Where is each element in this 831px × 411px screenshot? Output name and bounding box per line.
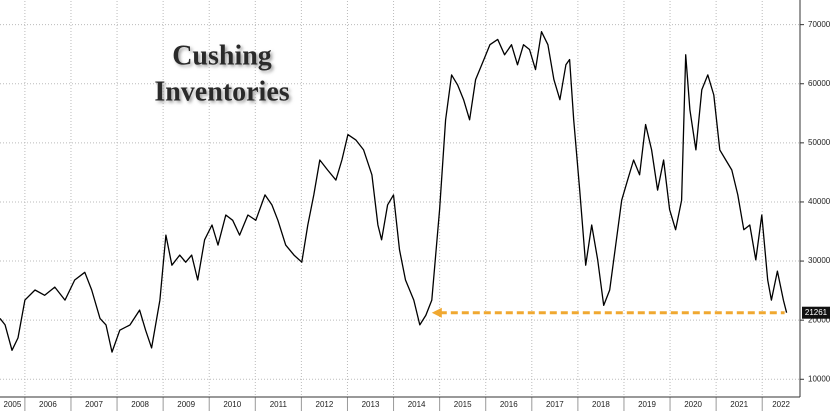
x-tick-label: 2021 xyxy=(730,400,748,409)
x-tick-label: 2018 xyxy=(592,400,610,409)
x-tick-label: 2005 xyxy=(4,400,22,409)
y-tick-label: 70000 xyxy=(808,20,831,29)
x-tick-label: 2022 xyxy=(772,400,790,409)
x-tick-label: 2014 xyxy=(408,400,426,409)
last-value-label: 21261 xyxy=(805,308,828,317)
x-tick-label: 2010 xyxy=(223,400,241,409)
chart-title: Cushing xyxy=(172,40,272,71)
x-tick-label: 2011 xyxy=(270,400,288,409)
arrow-head xyxy=(431,307,442,318)
y-tick-label: 60000 xyxy=(808,79,831,88)
y-tick-label: 20000 xyxy=(808,315,831,324)
x-tick-label: 2007 xyxy=(85,400,103,409)
line xyxy=(0,31,788,353)
plot xyxy=(0,0,804,411)
x-tick-label: 2019 xyxy=(638,400,656,409)
x-tick-label: 2015 xyxy=(454,400,472,409)
y-tick-label: 40000 xyxy=(808,197,831,206)
x-tick-label: 2017 xyxy=(546,400,564,409)
y-tick-label: 50000 xyxy=(808,138,831,147)
y-tick-label: 10000 xyxy=(808,374,831,383)
x-tick-label: 2006 xyxy=(39,400,57,409)
x-tick-label: 2008 xyxy=(131,400,149,409)
x-tick-label: 2020 xyxy=(684,400,702,409)
chart-title: Inventories xyxy=(154,76,289,107)
last-value-box xyxy=(802,306,830,319)
x-tick-label: 2013 xyxy=(362,400,380,409)
x-tick-label: 2012 xyxy=(316,400,334,409)
x-tick-label: 2016 xyxy=(500,400,518,409)
x-tick-label: 2009 xyxy=(177,400,195,409)
y-tick-label: 30000 xyxy=(808,256,831,265)
